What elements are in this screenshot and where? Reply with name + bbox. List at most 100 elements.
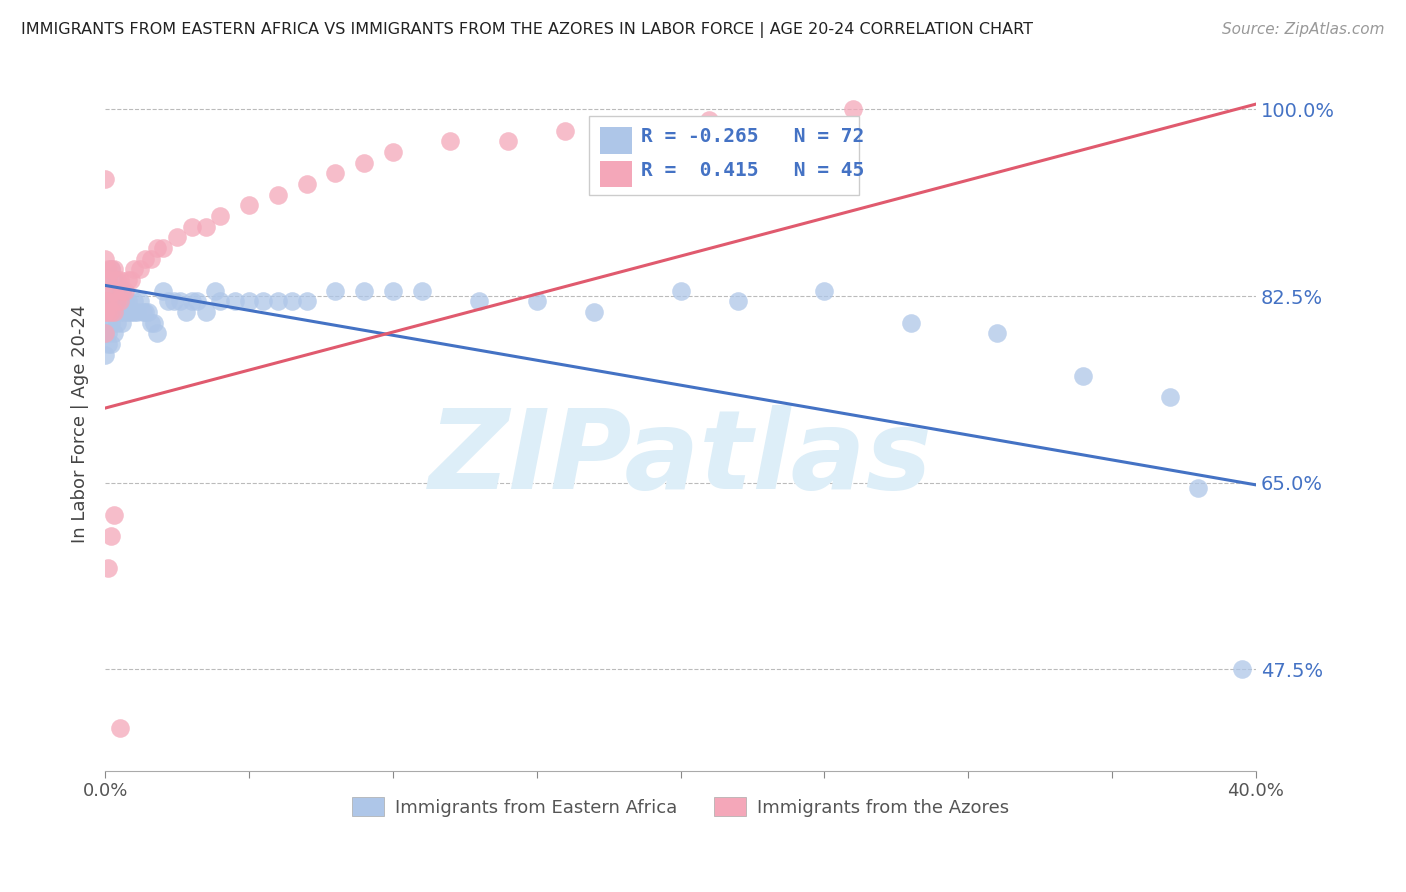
Point <box>496 135 519 149</box>
Point <box>94 273 117 287</box>
Point <box>94 294 117 309</box>
Point <box>141 252 163 266</box>
FancyBboxPatch shape <box>589 116 859 195</box>
Point <box>134 252 156 266</box>
Point <box>94 326 117 341</box>
Point <box>157 294 180 309</box>
Point <box>128 262 150 277</box>
Point <box>353 155 375 169</box>
Point <box>114 305 136 319</box>
Point <box>100 262 122 277</box>
Point <box>252 294 274 309</box>
Point <box>138 305 160 319</box>
Point <box>439 135 461 149</box>
Point <box>111 284 134 298</box>
Point <box>100 284 122 298</box>
Point <box>180 219 202 234</box>
Point <box>97 294 120 309</box>
Point <box>238 198 260 212</box>
Point <box>100 337 122 351</box>
Point <box>166 230 188 244</box>
Point <box>103 284 125 298</box>
Point <box>134 305 156 319</box>
Y-axis label: In Labor Force | Age 20-24: In Labor Force | Age 20-24 <box>72 305 89 543</box>
Point <box>727 294 749 309</box>
Point <box>117 294 139 309</box>
Point <box>583 305 606 319</box>
Point <box>411 284 433 298</box>
Point <box>97 561 120 575</box>
Point <box>94 294 117 309</box>
Bar <box>600 128 633 153</box>
Point <box>103 273 125 287</box>
Point <box>103 294 125 309</box>
Point <box>94 171 117 186</box>
Point <box>100 305 122 319</box>
Point <box>612 124 634 138</box>
Point <box>94 252 117 266</box>
Point <box>224 294 246 309</box>
Text: R =  0.415   N = 45: R = 0.415 N = 45 <box>641 161 865 179</box>
Point <box>141 316 163 330</box>
Point <box>103 326 125 341</box>
Legend: Immigrants from Eastern Africa, Immigrants from the Azores: Immigrants from Eastern Africa, Immigran… <box>344 790 1017 824</box>
Point <box>152 241 174 255</box>
Point <box>295 294 318 309</box>
Point <box>381 145 404 160</box>
Point <box>94 348 117 362</box>
Point <box>108 305 131 319</box>
Point <box>194 305 217 319</box>
Point <box>295 177 318 191</box>
Point <box>526 294 548 309</box>
Point <box>100 262 122 277</box>
Point <box>97 337 120 351</box>
Point <box>267 294 290 309</box>
Point <box>146 326 169 341</box>
Point <box>281 294 304 309</box>
Point <box>108 721 131 735</box>
Point <box>169 294 191 309</box>
Point <box>122 305 145 319</box>
Point <box>103 262 125 277</box>
Point <box>120 305 142 319</box>
Point <box>468 294 491 309</box>
Point <box>194 219 217 234</box>
Text: R = -0.265   N = 72: R = -0.265 N = 72 <box>641 128 865 146</box>
Point <box>1071 369 1094 384</box>
Point <box>97 305 120 319</box>
Point <box>128 294 150 309</box>
Point <box>267 187 290 202</box>
Point <box>174 305 197 319</box>
Point <box>353 284 375 298</box>
Point <box>100 305 122 319</box>
Point <box>103 508 125 522</box>
Point <box>669 284 692 298</box>
Point <box>122 294 145 309</box>
Point <box>143 316 166 330</box>
Point <box>97 294 120 309</box>
Point <box>325 284 347 298</box>
Point <box>209 294 232 309</box>
Point <box>842 103 865 117</box>
Point <box>105 294 128 309</box>
Point <box>103 305 125 319</box>
Point <box>180 294 202 309</box>
Point <box>97 326 120 341</box>
Point <box>114 294 136 309</box>
Point <box>325 166 347 180</box>
Point <box>108 284 131 298</box>
Point <box>146 241 169 255</box>
Point <box>97 316 120 330</box>
Point <box>105 316 128 330</box>
Point <box>117 273 139 287</box>
Point <box>117 305 139 319</box>
Point <box>111 284 134 298</box>
Point <box>209 209 232 223</box>
Point <box>900 316 922 330</box>
Point <box>108 294 131 309</box>
Point <box>125 305 148 319</box>
Point <box>94 326 117 341</box>
Point <box>105 284 128 298</box>
Point <box>105 273 128 287</box>
Point <box>122 262 145 277</box>
